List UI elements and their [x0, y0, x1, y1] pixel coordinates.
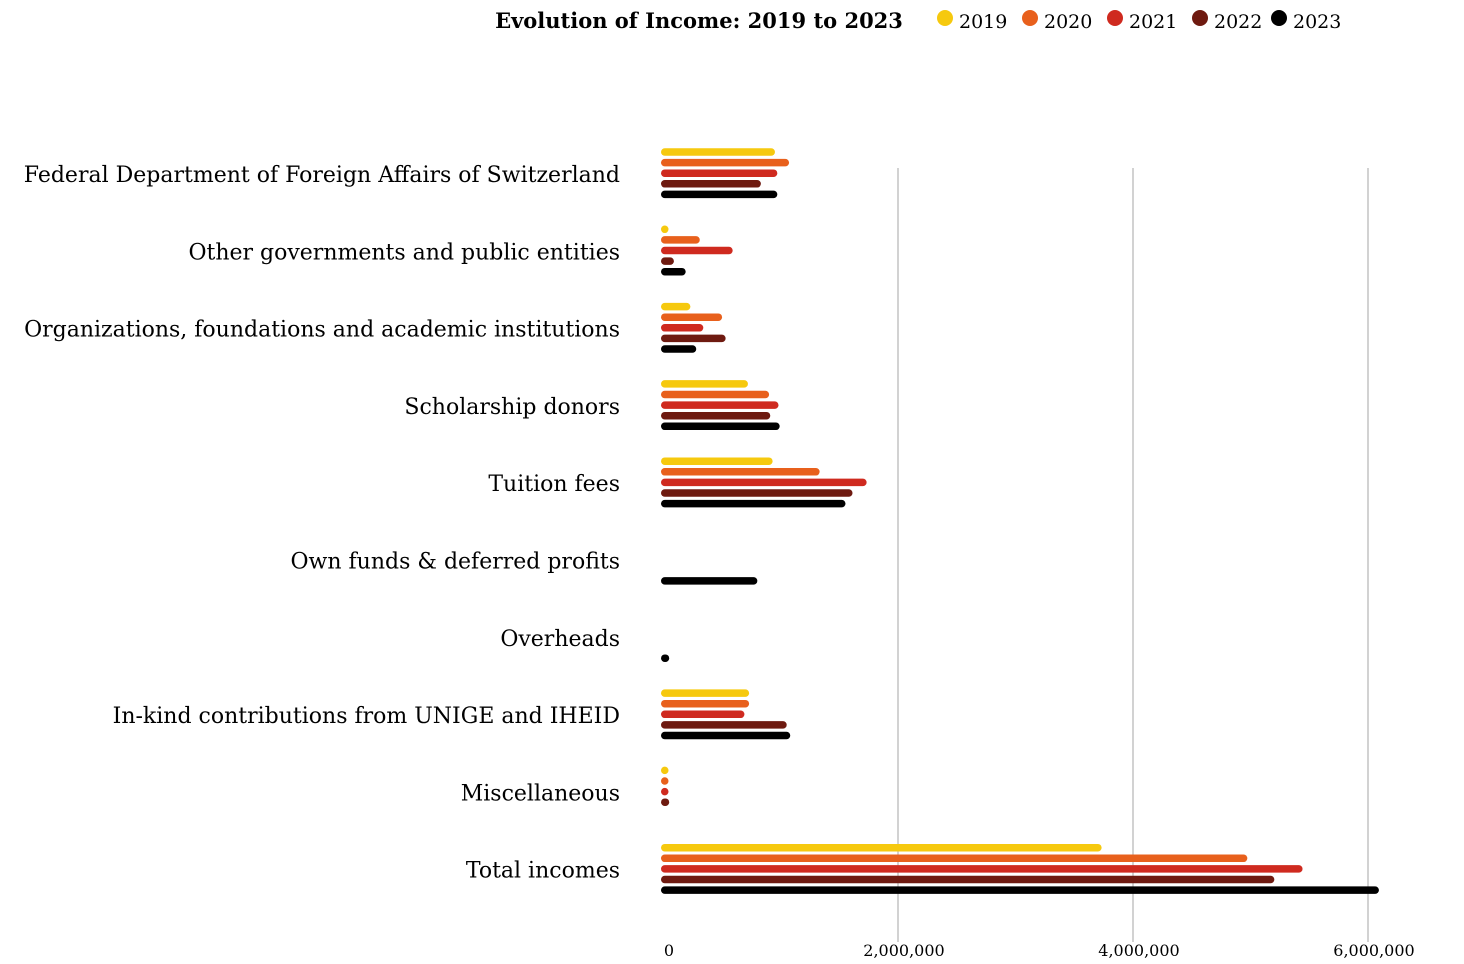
- bar-2022-miscellaneous: [661, 798, 670, 806]
- legend-marker-2019: [937, 10, 953, 26]
- bar-2023-other-governments-and-public-entities: [661, 267, 686, 276]
- category-label: Total incomes: [466, 859, 620, 884]
- category-label: Scholarship donors: [404, 395, 620, 420]
- bar-2022-organizations-foundations-and-academic-institutions: [661, 334, 726, 343]
- bar-2021-other-governments-and-public-entities: [661, 246, 733, 255]
- legend-marker-2020: [1022, 10, 1038, 26]
- category-label: Tuition fees: [488, 472, 620, 497]
- bar-2021-tuition-fees: [661, 478, 867, 487]
- x-axis-ticks: 0 2,000,000 4,000,000 6,000,000: [664, 941, 1415, 960]
- bar-2020-in-kind-contributions-from-unige-and-iheid: [661, 699, 750, 708]
- category-label: Overheads: [500, 627, 620, 652]
- bar-2019-organizations-foundations-and-academic-institutions: [661, 302, 691, 311]
- bar-2020-miscellaneous: [661, 777, 669, 785]
- category-label: Organizations, foundations and academic …: [24, 318, 620, 343]
- bar-2019-other-governments-and-public-entities: [661, 225, 669, 234]
- bar-2022-scholarship-donors: [661, 411, 771, 420]
- bar-2022-tuition-fees: [661, 489, 853, 497]
- bar-2022-total-incomes: [661, 875, 1275, 884]
- bar-2021-total-incomes: [661, 865, 1303, 873]
- bar-2020-scholarship-donors: [661, 390, 770, 399]
- legend-label-2022: 2022: [1214, 11, 1262, 33]
- bar-2019-scholarship-donors: [661, 380, 748, 388]
- chart-grid: [897, 168, 1369, 942]
- category-label: Miscellaneous: [461, 781, 620, 806]
- legend-marker-2021: [1107, 10, 1123, 26]
- chart-title: Evolution of Income: 2019 to 2023: [495, 8, 903, 33]
- bar-2020-total-incomes: [661, 854, 1248, 863]
- x-tick-label: 0: [664, 941, 674, 960]
- x-tick-label: 4,000,000: [1098, 941, 1179, 960]
- bar-2021-in-kind-contributions-from-unige-and-iheid: [661, 710, 745, 719]
- bar-2023-organizations-foundations-and-academic-institutions: [661, 345, 697, 353]
- bar-2023-own-funds-deferred-profits: [661, 577, 758, 585]
- legend-label-2020: 2020: [1044, 11, 1092, 33]
- chart-legend: 2019 2020 2021 2022 2023: [937, 10, 1341, 33]
- legend-label-2023: 2023: [1293, 11, 1341, 33]
- x-tick-label: 6,000,000: [1333, 941, 1414, 960]
- bar-2019-miscellaneous: [661, 766, 669, 775]
- legend-marker-2023: [1271, 10, 1287, 26]
- bar-2023-in-kind-contributions-from-unige-and-iheid: [661, 731, 791, 740]
- bar-2022-federal-department-of-foreign-affairs-of-switzerland: [661, 180, 761, 188]
- legend-marker-2022: [1192, 10, 1208, 26]
- bar-2020-organizations-foundations-and-academic-institutions: [661, 313, 723, 321]
- bar-2019-in-kind-contributions-from-unige-and-iheid: [661, 689, 750, 697]
- bar-2020-other-governments-and-public-entities: [661, 236, 700, 244]
- bar-2020-federal-department-of-foreign-affairs-of-switzerland: [661, 158, 790, 167]
- bar-2021-organizations-foundations-and-academic-institutions: [661, 324, 704, 332]
- bar-2020-tuition-fees: [661, 468, 820, 476]
- category-label: In-kind contributions from UNIGE and IHE…: [113, 704, 620, 729]
- category-label: Federal Department of Foreign Affairs of…: [24, 163, 620, 188]
- bar-2019-tuition-fees: [661, 457, 773, 465]
- legend-label-2019: 2019: [959, 11, 1007, 33]
- bar-2019-federal-department-of-foreign-affairs-of-switzerland: [661, 148, 775, 156]
- bar-2023-scholarship-donors: [661, 422, 780, 431]
- category-label: Other governments and public entities: [188, 240, 620, 265]
- chart-bars: [661, 148, 1379, 894]
- bar-2023-tuition-fees: [661, 499, 846, 508]
- bar-2022-in-kind-contributions-from-unige-and-iheid: [661, 721, 787, 729]
- bar-2021-scholarship-donors: [661, 401, 779, 409]
- legend-label-2021: 2021: [1129, 11, 1177, 33]
- bar-2023-total-incomes: [661, 886, 1379, 894]
- bar-2021-federal-department-of-foreign-affairs-of-switzerland: [661, 169, 778, 177]
- bar-2019-total-incomes: [661, 843, 1102, 852]
- category-labels: Federal Department of Foreign Affairs of…: [24, 163, 620, 884]
- bar-2022-other-governments-and-public-entities: [661, 257, 674, 265]
- bar-2023-federal-department-of-foreign-affairs-of-switzerland: [661, 190, 778, 199]
- x-tick-label: 2,000,000: [863, 941, 944, 960]
- bar-2021-miscellaneous: [661, 787, 669, 796]
- category-label: Own funds & deferred profits: [291, 550, 621, 575]
- bar-2023-overheads: [661, 654, 670, 662]
